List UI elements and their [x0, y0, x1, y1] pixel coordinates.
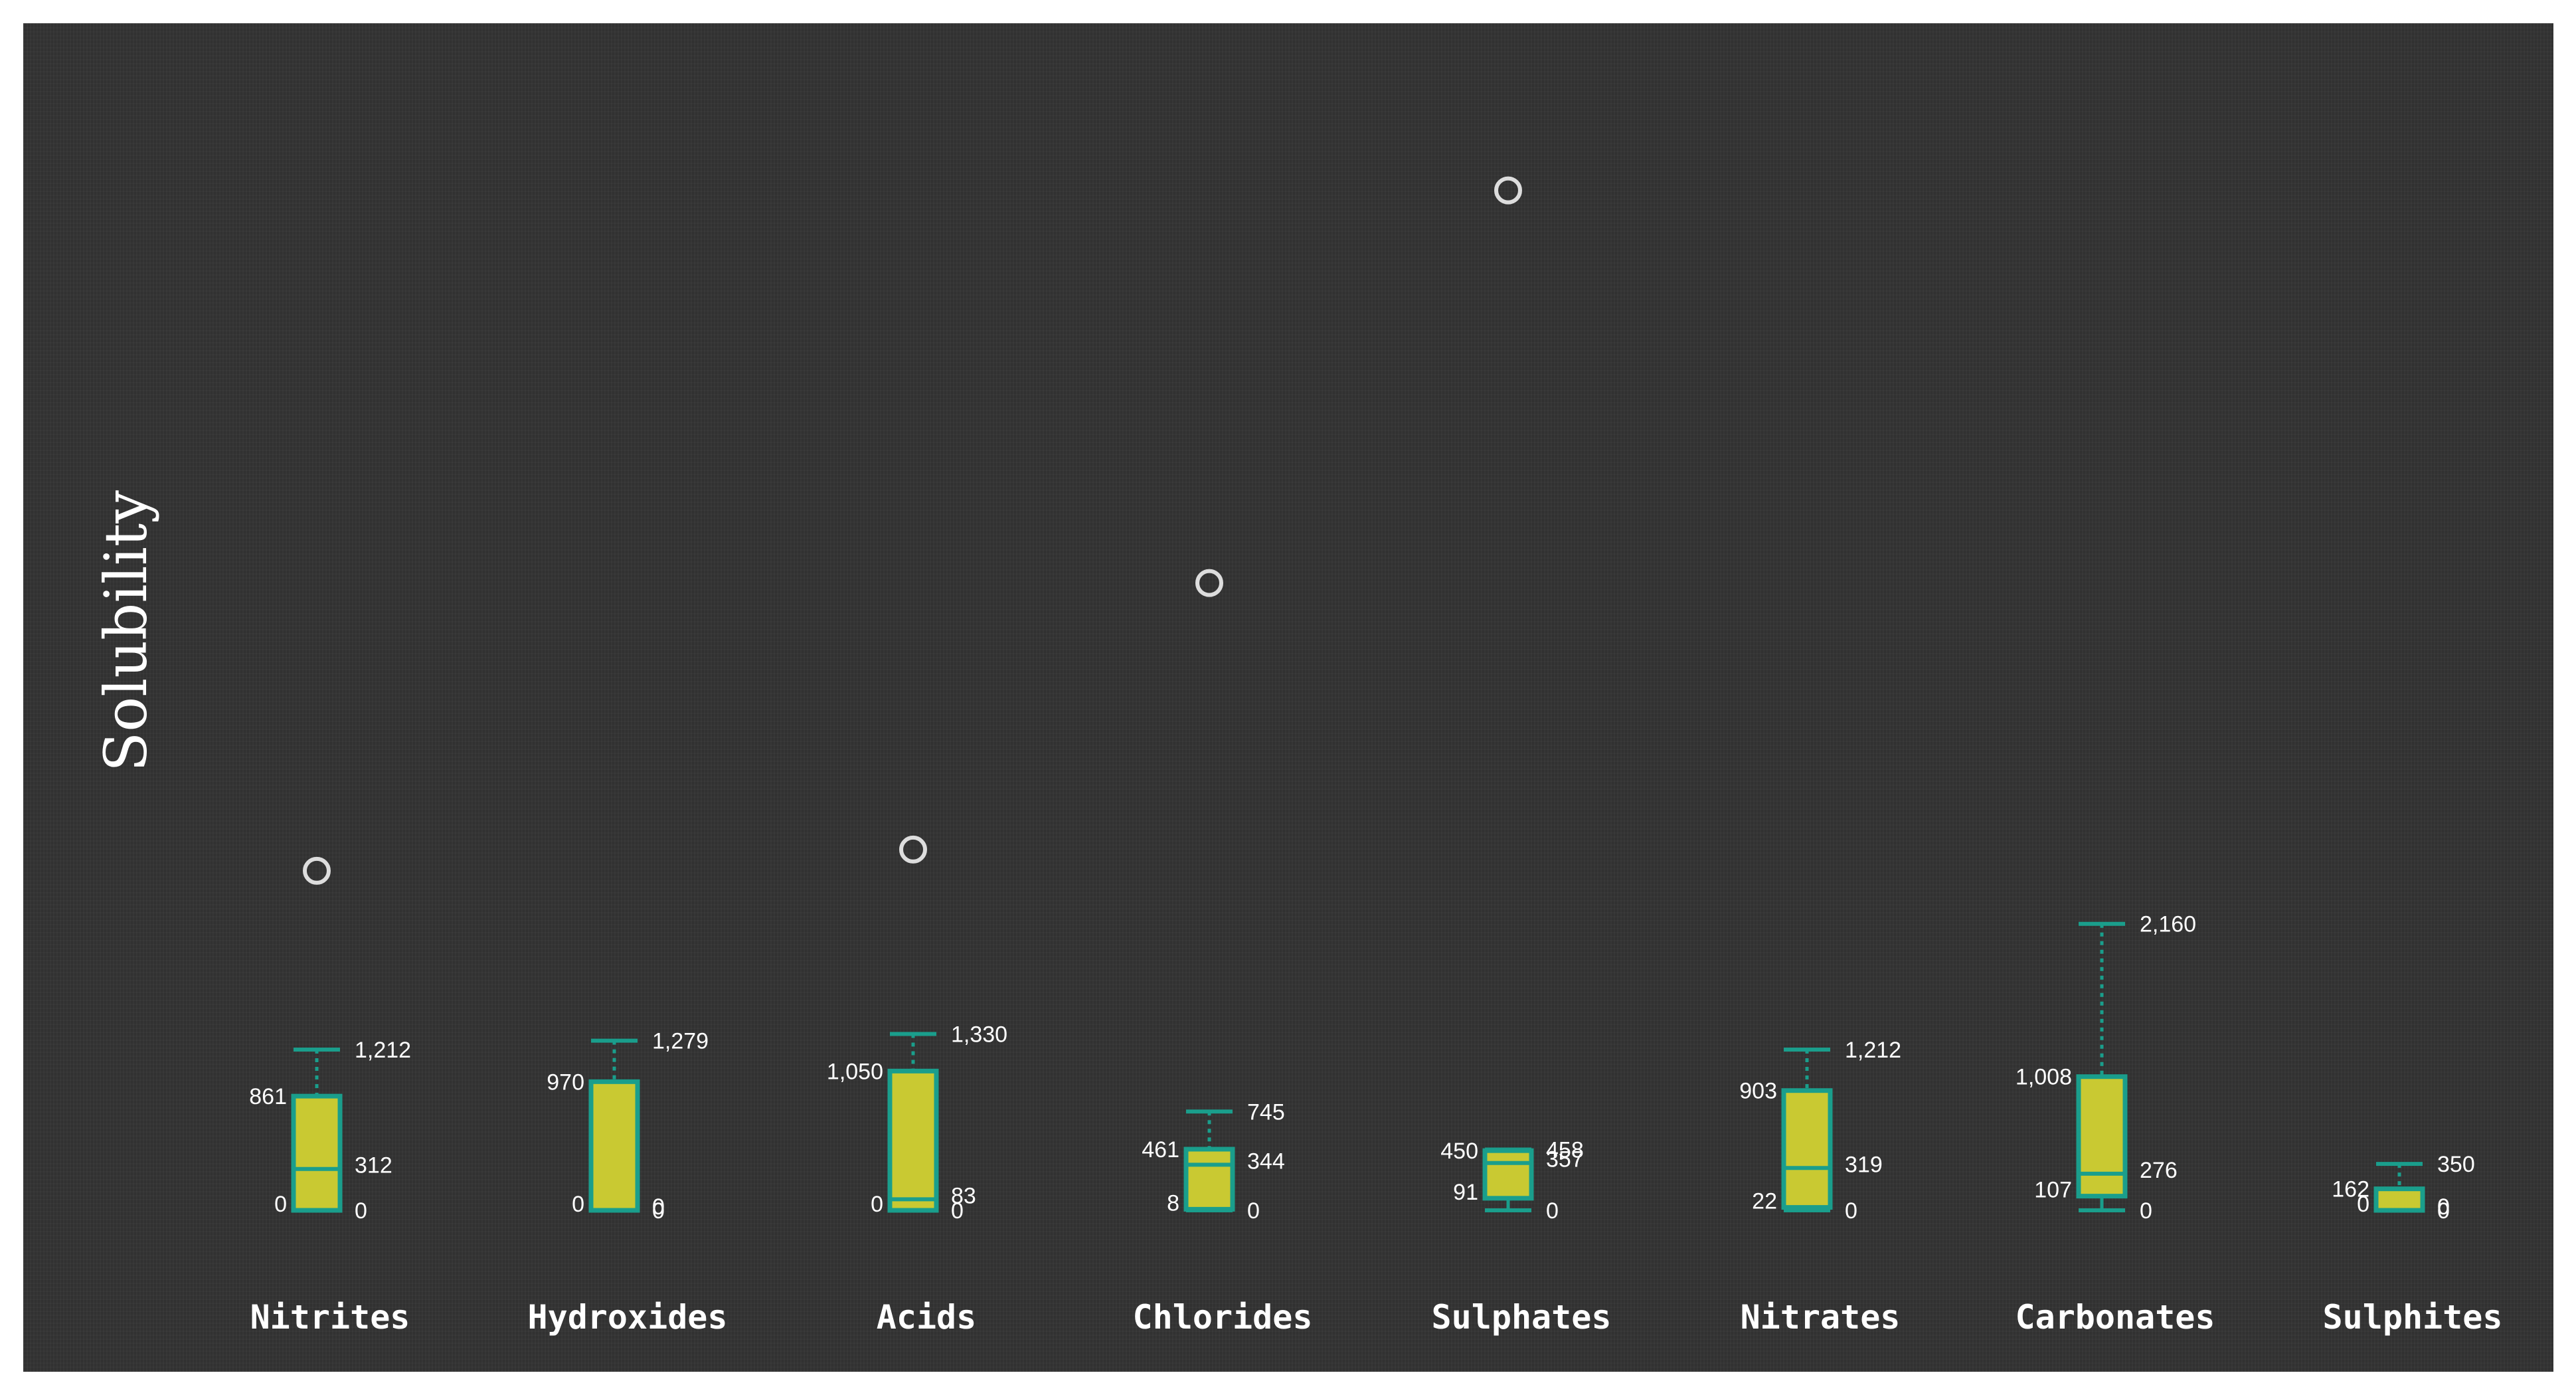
outlier-point-nitrites [303, 856, 331, 885]
max-label-hydroxides: 1,279 [652, 1029, 709, 1054]
q3-label-nitrites: 861 [249, 1084, 287, 1109]
min-label-sulphates: 0 [1546, 1198, 1559, 1224]
median-label-chlorides: 344 [1247, 1149, 1285, 1174]
q1-label-acids: 0 [871, 1192, 883, 1217]
category-label-carbonates: Carbonates [2015, 1298, 2215, 1337]
min-label-nitrites: 0 [355, 1198, 367, 1224]
q1-label-carbonates: 107 [2034, 1178, 2072, 1203]
box-nitrites [291, 1093, 343, 1213]
y-axis-title: Solubility [92, 490, 160, 772]
outlier-point-sulphates [1494, 176, 1522, 205]
box-chlorides [1183, 1147, 1235, 1212]
q3-label-sulphates: 450 [1440, 1139, 1478, 1164]
min-label-nitrates: 0 [1845, 1198, 1857, 1224]
box-carbonates [2076, 1074, 2128, 1199]
median-label-sulphates: 357 [1546, 1147, 1584, 1172]
q3-label-chlorides: 461 [1142, 1137, 1179, 1162]
category-label-sulphates: Sulphates [1432, 1298, 1612, 1337]
max-label-nitrites: 1,212 [355, 1038, 411, 1063]
min-label-sulphites: 0 [2437, 1198, 2450, 1224]
median-label-carbonates: 276 [2140, 1158, 2178, 1183]
max-label-carbonates: 2,160 [2140, 912, 2196, 937]
median-label-sulphites: 0 [2437, 1194, 2450, 1220]
min-label-carbonates: 0 [2140, 1198, 2152, 1224]
q1-label-nitrites: 0 [274, 1192, 287, 1217]
min-label-hydroxides: 0 [652, 1198, 665, 1224]
box-hydroxides [588, 1079, 640, 1213]
category-label-sulphites: Sulphites [2323, 1298, 2503, 1337]
chart-panel: Solubility 1,212 861 312 0 0 Nitrites 1,279 970… [23, 23, 2553, 1372]
max-label-chlorides: 745 [1247, 1099, 1285, 1125]
max-label-acids: 1,330 [951, 1022, 1007, 1047]
min-label-acids: 0 [951, 1198, 964, 1224]
outlier-point-acids [899, 835, 927, 864]
max-label-nitrates: 1,212 [1845, 1038, 1901, 1063]
q3-label-carbonates: 1,008 [2016, 1065, 2072, 1090]
category-label-acids: Acids [877, 1298, 977, 1337]
category-label-chlorides: Chlorides [1133, 1298, 1313, 1337]
q1-label-nitrates: 22 [1752, 1189, 1777, 1214]
q1-label-sulphates: 91 [1453, 1180, 1478, 1205]
category-label-nitrites: Nitrites [250, 1298, 410, 1337]
median-label-nitrites: 312 [355, 1153, 392, 1178]
box-sulphates [1482, 1148, 1534, 1201]
q1-label-hydroxides: 0 [572, 1192, 584, 1217]
q1-label-chlorides: 8 [1167, 1190, 1179, 1216]
max-label-sulphates: 458 [1546, 1138, 1584, 1163]
outlier-point-chlorides [1195, 569, 1223, 597]
box-acids [887, 1068, 939, 1213]
q3-label-nitrates: 903 [1739, 1079, 1777, 1104]
box-nitrates [1781, 1088, 1833, 1210]
min-label-chlorides: 0 [1247, 1198, 1260, 1224]
box-sulphites [2373, 1186, 2425, 1213]
category-label-hydroxides: Hydroxides [527, 1298, 727, 1337]
max-label-sulphites: 350 [2437, 1152, 2475, 1177]
median-label-acids: 83 [951, 1183, 976, 1208]
q3-label-hydroxides: 970 [547, 1070, 584, 1095]
q1-label-sulphites: 0 [2357, 1192, 2369, 1217]
q3-label-acids: 1,050 [827, 1059, 883, 1084]
median-label-hydroxides: 0 [652, 1194, 665, 1220]
category-label-nitrates: Nitrates [1741, 1298, 1901, 1337]
median-label-nitrates: 319 [1845, 1152, 1883, 1177]
q3-label-sulphites: 162 [2332, 1177, 2369, 1202]
